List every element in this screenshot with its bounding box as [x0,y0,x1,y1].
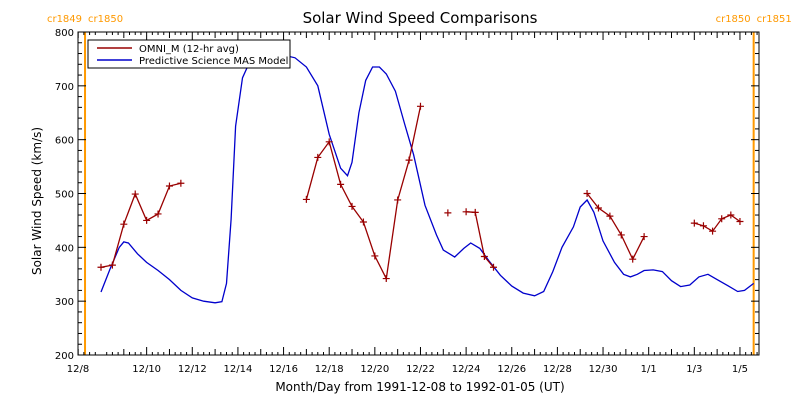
x-tick-label: 12/14 [224,364,253,375]
x-tick-label: 12/12 [178,364,207,375]
x-tick-label: 12/16 [269,364,298,375]
data-point-omni [394,196,402,204]
data-point-omni [382,275,390,283]
data-point-omni [143,216,151,224]
x-tick-label: 1/5 [732,364,748,375]
data-point-omni [629,255,637,263]
x-tick-label: 12/18 [315,364,344,375]
data-point-omni [699,222,707,230]
x-axis-label: Month/Day from 1991-12-08 to 1992-01-05 … [275,380,564,394]
series-layer [97,54,755,304]
x-tick-label: 12/8 [67,364,89,375]
data-point-omni [709,227,717,235]
data-point-omni [490,263,498,271]
series-line-mas-model [100,54,755,304]
legend-label: OMNI_M (12-hr avg) [139,44,239,55]
legend-box [87,39,291,69]
y-tick-label: 400 [55,243,74,254]
axes: 200 300 400 500 600 700 800 12/8 12/10 12/12 12/14… [55,28,759,375]
data-point-omni [120,220,128,228]
data-point-omni [727,211,735,219]
data-point-omni [359,218,367,226]
x-tick-label: 12/20 [360,364,389,375]
carrington-label-before: cr1849 [47,14,82,25]
data-point-omni [108,261,116,269]
y-tick-label: 300 [55,297,74,308]
data-point-omni [462,208,470,216]
data-point-omni [690,219,698,227]
y-tick-label: 800 [55,28,74,39]
chart-title: Solar Wind Speed Comparisons [303,9,538,27]
series-line-omni [586,193,645,261]
x-tick-label: 12/28 [543,364,572,375]
x-tick-label: 12/24 [452,364,481,375]
data-point-omni [337,180,345,188]
data-point-omni [736,217,744,225]
data-point-omni [314,153,322,161]
series-line-omni [100,182,182,268]
data-point-omni [405,156,413,164]
data-point-omni [371,252,379,260]
carrington-label-before: cr1850 [716,14,751,25]
data-point-omni [97,263,105,271]
x-tick-label: 12/30 [589,364,618,375]
x-tick-label: 1/3 [686,364,702,375]
data-point-omni [480,252,488,260]
y-tick-label: 600 [55,136,74,147]
data-point-omni [165,182,173,190]
data-point-omni [325,138,333,146]
data-point-omni [606,212,614,220]
y-tick-label: 700 [55,82,74,93]
data-point-omni [302,195,310,203]
data-point-omni [154,210,162,218]
data-point-omni [471,208,479,216]
y-tick-label: 200 [55,351,74,362]
legend: OMNI_M (12-hr avg)Predictive Science MAS… [87,39,291,69]
x-tick-label: 1/1 [641,364,657,375]
carrington-label-after: cr1851 [757,14,792,25]
x-tick-label: 12/10 [132,364,161,375]
series-line-omni [305,106,422,281]
x-tick-label: 12/26 [497,364,526,375]
y-tick-label: 500 [55,190,74,201]
data-point-omni [416,102,424,110]
y-axis-label: Solar Wind Speed (km/s) [30,127,44,275]
legend-label: Predictive Science MAS Model [139,56,288,67]
plot-frame [77,31,760,356]
data-point-omni [594,204,602,212]
data-point-omni [640,233,648,241]
data-point-omni [718,215,726,223]
data-point-omni [583,190,591,197]
series-line-omni [694,214,741,233]
carrington-label-after: cr1850 [88,14,123,25]
series-line-omni [466,211,494,268]
data-point-omni [131,190,139,198]
data-point-omni [444,209,452,217]
data-point-omni [348,202,356,210]
data-point-omni [177,179,185,187]
x-tick-label: 12/22 [406,364,435,375]
data-point-omni [617,231,625,239]
